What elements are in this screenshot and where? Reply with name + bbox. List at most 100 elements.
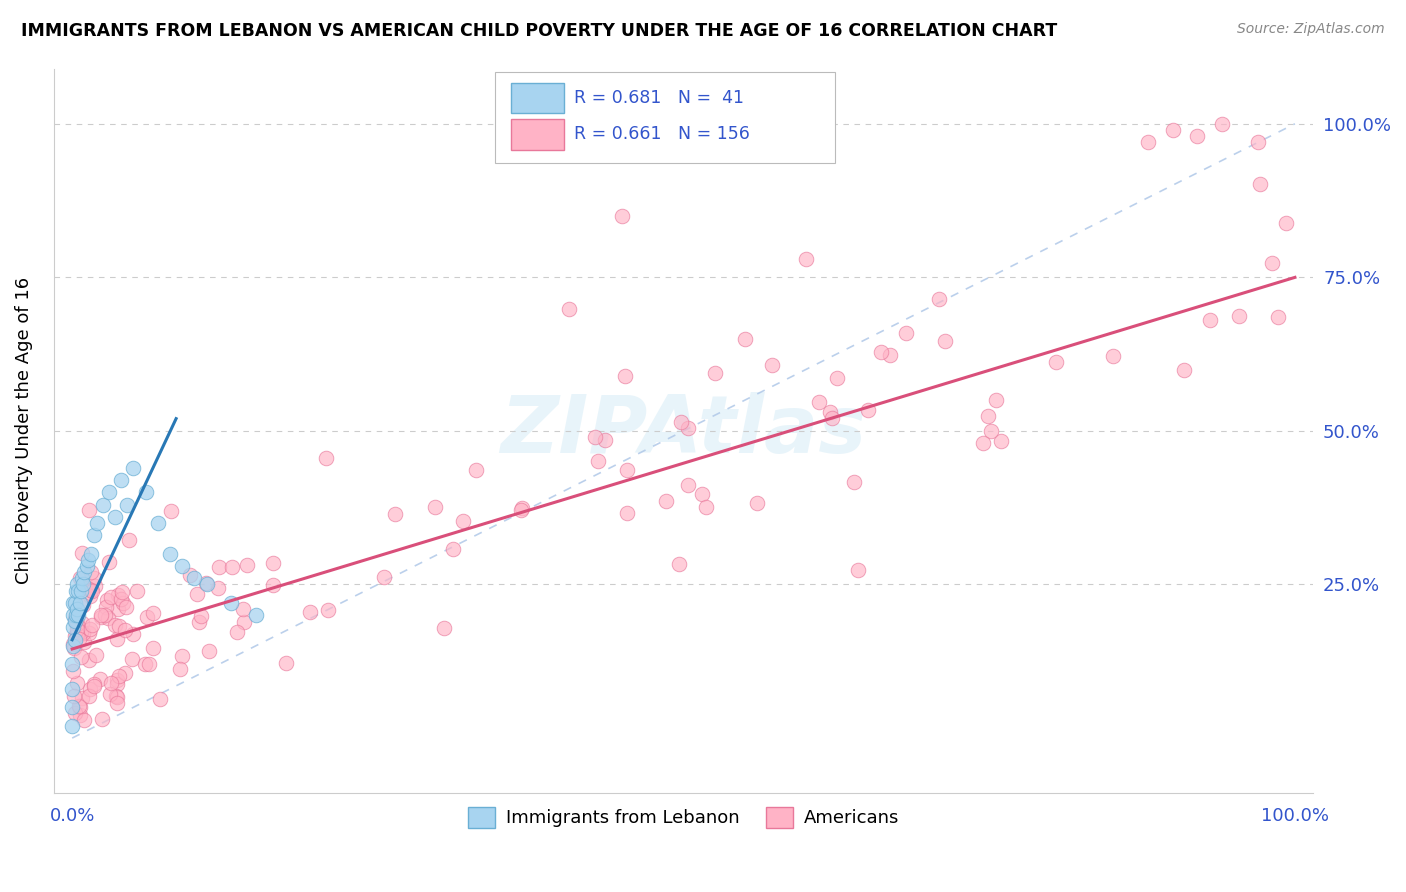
Point bbox=[62, 620, 84, 634]
Point bbox=[105, 696, 128, 710]
Point bbox=[1161, 123, 1184, 137]
Point bbox=[820, 410, 842, 425]
Point bbox=[172, 559, 194, 574]
Point bbox=[761, 359, 783, 373]
Point bbox=[207, 581, 229, 595]
Point bbox=[232, 615, 254, 629]
Point bbox=[79, 589, 101, 603]
Point bbox=[141, 641, 163, 656]
Point bbox=[593, 434, 616, 448]
Point bbox=[65, 629, 87, 643]
Point bbox=[97, 611, 120, 625]
Point bbox=[63, 632, 86, 647]
Point bbox=[195, 575, 218, 590]
Text: Source: ZipAtlas.com: Source: ZipAtlas.com bbox=[1237, 22, 1385, 37]
Point bbox=[690, 486, 713, 500]
Point bbox=[208, 560, 231, 574]
Point bbox=[655, 493, 678, 508]
Point bbox=[1102, 349, 1125, 363]
Point bbox=[1211, 117, 1233, 131]
Point bbox=[846, 562, 869, 576]
Point bbox=[138, 657, 160, 671]
Point bbox=[613, 368, 636, 383]
Point bbox=[76, 559, 98, 574]
Point bbox=[262, 556, 284, 570]
Point bbox=[558, 301, 581, 316]
Point bbox=[188, 615, 211, 629]
Y-axis label: Child Poverty Under the Age of 16: Child Poverty Under the Age of 16 bbox=[15, 277, 32, 584]
Point bbox=[83, 571, 105, 585]
Point bbox=[66, 577, 89, 591]
Point bbox=[77, 503, 100, 517]
Point bbox=[818, 405, 841, 419]
Point bbox=[190, 608, 212, 623]
Point bbox=[110, 592, 132, 607]
Point bbox=[433, 621, 456, 635]
Point bbox=[169, 662, 191, 676]
Point bbox=[676, 421, 699, 435]
Point bbox=[105, 673, 128, 687]
Point bbox=[73, 565, 96, 579]
Point bbox=[105, 632, 128, 647]
Point bbox=[80, 565, 103, 579]
Point bbox=[69, 570, 91, 584]
Point bbox=[94, 599, 117, 614]
Point bbox=[588, 454, 610, 468]
Point bbox=[734, 332, 756, 346]
Point bbox=[84, 579, 107, 593]
Point bbox=[232, 602, 254, 616]
Point bbox=[934, 334, 956, 349]
Point bbox=[90, 607, 112, 622]
Point bbox=[984, 393, 1007, 408]
Point bbox=[69, 708, 91, 723]
Point bbox=[115, 600, 138, 615]
Point bbox=[299, 605, 322, 619]
Point bbox=[67, 608, 90, 623]
Point bbox=[695, 500, 717, 514]
Point bbox=[842, 475, 865, 489]
Point bbox=[512, 501, 534, 516]
Point bbox=[69, 596, 91, 610]
Point bbox=[66, 675, 89, 690]
Point bbox=[316, 603, 339, 617]
Point bbox=[63, 612, 86, 626]
Point bbox=[114, 623, 136, 637]
Point bbox=[82, 618, 104, 632]
Point bbox=[107, 602, 129, 616]
Point bbox=[236, 558, 259, 572]
Point bbox=[97, 485, 120, 500]
Point bbox=[226, 625, 249, 640]
Point bbox=[100, 676, 122, 690]
Point bbox=[1227, 309, 1250, 323]
Point bbox=[1249, 177, 1271, 191]
Point bbox=[1247, 135, 1270, 149]
Point bbox=[79, 547, 101, 561]
Point bbox=[117, 533, 139, 548]
Point bbox=[1261, 255, 1284, 269]
Point bbox=[60, 700, 83, 714]
Point bbox=[79, 690, 101, 704]
Point bbox=[63, 640, 86, 655]
Point bbox=[63, 706, 86, 721]
Point bbox=[583, 429, 606, 443]
Point bbox=[63, 596, 86, 610]
Point bbox=[928, 292, 950, 306]
Point bbox=[104, 618, 127, 632]
Point bbox=[870, 345, 893, 359]
Point bbox=[198, 644, 221, 658]
Point bbox=[69, 700, 91, 714]
Point bbox=[83, 528, 105, 542]
Point bbox=[70, 546, 93, 560]
Point bbox=[856, 403, 879, 417]
FancyBboxPatch shape bbox=[510, 83, 564, 113]
Point bbox=[172, 648, 194, 663]
Point bbox=[808, 395, 831, 409]
Point bbox=[114, 666, 136, 681]
FancyBboxPatch shape bbox=[495, 72, 835, 162]
Point bbox=[63, 690, 86, 704]
Point bbox=[111, 584, 134, 599]
Point bbox=[1275, 216, 1298, 230]
Point bbox=[425, 500, 447, 514]
Point bbox=[315, 451, 337, 466]
Point bbox=[976, 409, 998, 424]
